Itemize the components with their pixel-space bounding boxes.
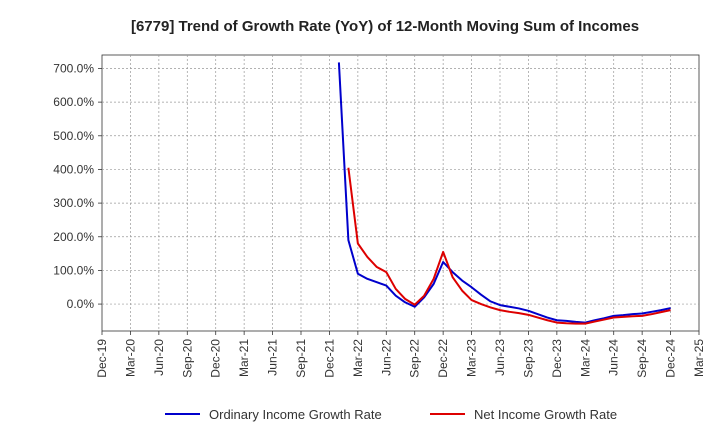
x-tick-label: Dec-19 — [95, 339, 109, 378]
series-line-net-income — [347, 167, 671, 325]
x-tick-label: Dec-24 — [664, 339, 678, 378]
x-tick-label: Sep-24 — [635, 339, 649, 378]
y-tick-label: 300.0% — [53, 196, 94, 210]
x-tick-label: Dec-20 — [209, 339, 223, 378]
x-tick-label: Jun-23 — [493, 339, 507, 376]
series-lines — [337, 62, 671, 325]
x-tick-label: Sep-21 — [294, 339, 308, 378]
y-tick-label: 0.0% — [67, 297, 95, 311]
x-tick-label: Jun-24 — [607, 339, 621, 376]
x-tick-label: Dec-22 — [436, 339, 450, 378]
y-tick-label: 700.0% — [53, 61, 94, 75]
x-tick-label: Mar-20 — [123, 339, 137, 377]
x-tick-label: Mar-21 — [237, 339, 251, 377]
y-tick-label: 400.0% — [53, 162, 94, 176]
series-line-ordinary-income — [337, 62, 671, 324]
x-tick-label: Mar-23 — [465, 339, 479, 377]
x-axis: Dec-19 Mar-20 Jun-20 Sep-20 Dec-20 Mar-21 Jun-… — [95, 331, 706, 378]
x-tick-label: Jun-20 — [152, 339, 166, 376]
legend-label-ordinary-income: Ordinary Income Growth Rate — [209, 407, 382, 422]
x-tick-label: Mar-25 — [692, 339, 706, 377]
y-axis: 700.0% 600.0% 500.0% 400.0% 300.0% 200.0% 100.… — [53, 61, 102, 311]
y-tick-label: 500.0% — [53, 129, 94, 143]
x-tick-label: Sep-23 — [521, 339, 535, 378]
chart-title: [6779] Trend of Growth Rate (YoY) of 12-… — [131, 18, 639, 35]
y-tick-label: 100.0% — [53, 263, 94, 277]
x-tick-label: Mar-24 — [578, 339, 592, 377]
x-tick-label: Sep-22 — [408, 339, 422, 378]
x-tick-label: Mar-22 — [351, 339, 365, 377]
plot-area — [101, 54, 700, 332]
x-tick-label: Dec-21 — [322, 339, 336, 378]
x-tick-label: Sep-20 — [180, 339, 194, 378]
x-tick-label: Dec-23 — [550, 339, 564, 378]
y-tick-label: 600.0% — [53, 95, 94, 109]
x-tick-label: Jun-22 — [379, 339, 393, 376]
legend-label-net-income: Net Income Growth Rate — [474, 407, 617, 422]
y-tick-label: 200.0% — [53, 230, 94, 244]
x-tick-label: Jun-21 — [266, 339, 280, 376]
legend: Ordinary Income Growth Rate Net Income G… — [165, 407, 617, 422]
